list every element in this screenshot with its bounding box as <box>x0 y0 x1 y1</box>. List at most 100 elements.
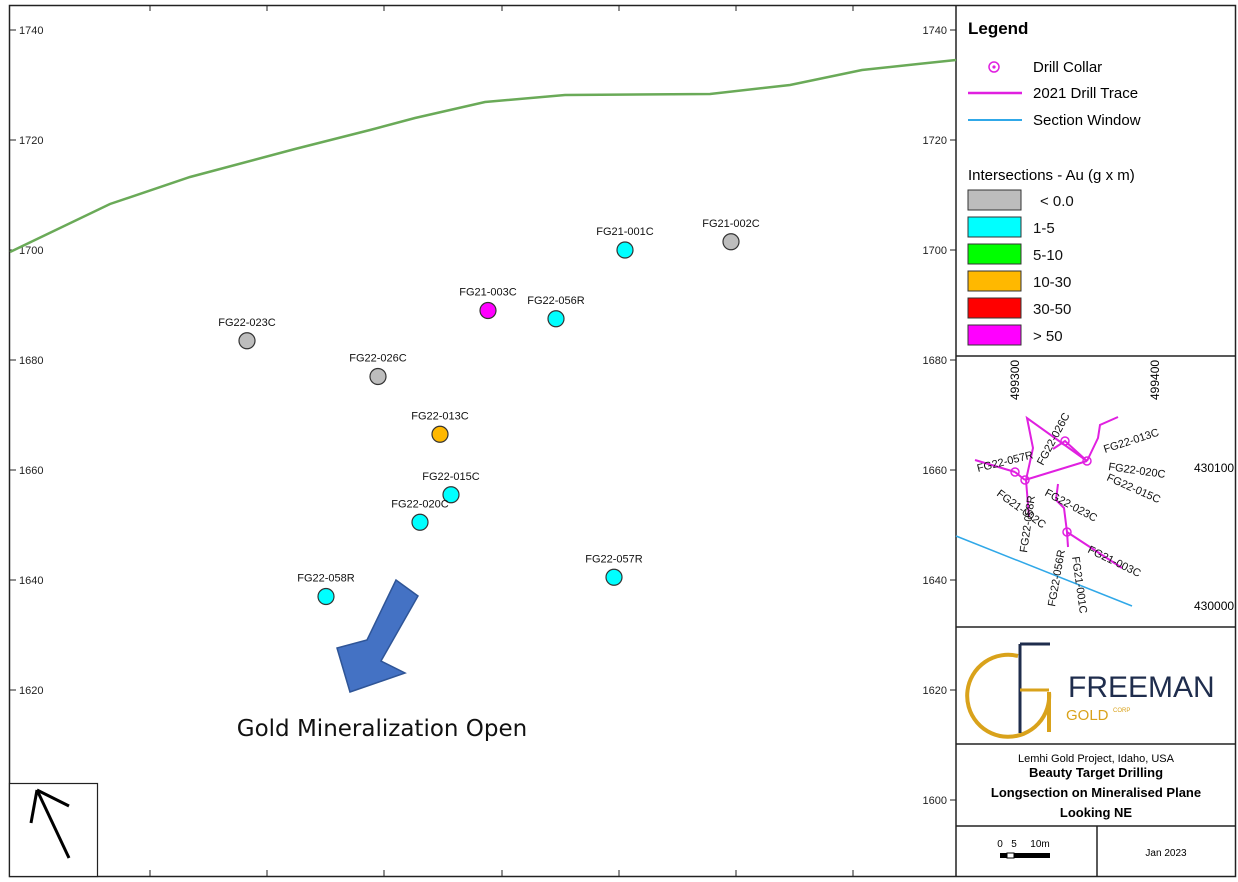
easting-label: 499400 <box>1148 360 1162 400</box>
scale-bar: 0 5 10m <box>997 826 1098 877</box>
collar-icon <box>988 61 1000 73</box>
elevation-label: 1640 <box>923 575 947 587</box>
class-label: < 0.0 <box>1040 193 1074 210</box>
inset-trace <box>1052 439 1088 462</box>
title-block: Lemhi Gold Project, Idaho, USA Beauty Ta… <box>956 753 1236 827</box>
legend-label-window: Section Window <box>1033 112 1141 129</box>
class-swatch <box>967 297 1022 319</box>
scale-label: 10m <box>1030 839 1049 850</box>
hole-label: FG21-003C <box>459 287 517 299</box>
intersection-marker <box>317 587 335 606</box>
elevation-label: 1600 <box>923 795 947 807</box>
topography-line <box>9 58 957 254</box>
date-label: Jan 2023 <box>1145 848 1187 859</box>
inset-hole-label: FG22-026C <box>1035 411 1073 467</box>
elevation-label: 1680 <box>19 355 43 367</box>
drill-hole: FG22-015C <box>422 471 480 504</box>
elevation-label: 1720 <box>923 135 947 147</box>
drill-hole: FG22-020C <box>391 498 449 531</box>
legend-item-drill-collar: Drill Collar <box>988 59 1102 76</box>
scale-segment <box>1006 852 1015 859</box>
legend-label-collar: Drill Collar <box>1033 59 1102 76</box>
drill-hole: FG22-058R <box>297 573 355 606</box>
elevation-label: 1620 <box>19 685 43 697</box>
elevation-label: 1700 <box>19 245 43 257</box>
hole-label: FG22-056R <box>527 295 585 307</box>
direction-arrow <box>336 578 419 693</box>
intersection-marker <box>479 301 497 320</box>
class-label: 10-30 <box>1033 274 1071 291</box>
logo-corp: CORP <box>1113 708 1130 714</box>
inset-trace <box>1086 416 1119 462</box>
northing-label: 430100 <box>1194 461 1234 475</box>
logo-gold: GOLD <box>1066 707 1109 724</box>
drill-hole: FG22-056R <box>527 295 585 328</box>
legend-class-item: > 50 <box>967 324 1063 346</box>
intersection-marker <box>722 233 740 251</box>
inset-trace <box>1054 483 1123 569</box>
class-swatch <box>967 189 1022 211</box>
legend-class-item: 5-10 <box>967 243 1063 265</box>
elevation-label: 1680 <box>923 355 947 367</box>
hole-label: FG21-002C <box>702 218 760 230</box>
legend-class-item: 1-5 <box>967 216 1055 238</box>
intersection-class-list: < 0.0 1-5 5-10 10-30 30-50 > 50 <box>967 189 1074 346</box>
intersection-marker <box>431 425 449 443</box>
hole-label: FG22-023C <box>218 317 276 329</box>
bottom-ticks <box>149 5 854 877</box>
inset-hole-label: FG22-056R <box>1046 549 1068 608</box>
elevation-axis-right: 1740 1720 1700 1680 1660 1640 1620 1600 <box>923 25 956 807</box>
legend-panel: Legend Drill Collar 2021 Drill Trace Sec… <box>956 19 1236 357</box>
legend-class-item: < 0.0 <box>967 189 1074 211</box>
scale-segment <box>1000 853 1007 858</box>
drill-hole: FG21-002C <box>702 218 760 251</box>
project-name: Lemhi Gold Project, Idaho, USA <box>1018 753 1175 765</box>
inset-hole-label: FG22-023C <box>1043 487 1099 525</box>
intersection-marker <box>547 310 565 328</box>
north-arrow-icon <box>29 788 71 859</box>
inset-collar <box>1062 527 1072 537</box>
elevation-label: 1620 <box>923 685 947 697</box>
inset-collar <box>1010 467 1020 477</box>
scale-label: 0 <box>997 839 1003 850</box>
drill-hole: FG21-003C <box>459 287 517 320</box>
hole-label: FG22-058R <box>297 573 355 585</box>
legend-class-item: 30-50 <box>967 297 1071 319</box>
title-line: Longsection on Mineralised Plane <box>991 785 1201 800</box>
intersection-marker <box>238 332 256 350</box>
inset-trace <box>974 459 1016 473</box>
class-label: 5-10 <box>1033 247 1063 264</box>
drill-intersections: FG21-001C FG21-002C FG21-003C FG22-056R FG22… <box>218 218 760 606</box>
elevation-label: 1720 <box>19 135 43 147</box>
class-swatch <box>967 216 1022 238</box>
scale-label: 5 <box>1011 839 1017 850</box>
intersections-title: Intersections - Au (g x m) <box>968 167 1135 184</box>
legend-label-trace: 2021 Drill Trace <box>1033 85 1138 102</box>
longsection-panel: 1740 1720 1700 1680 1660 1640 1620 1600 1740 172… <box>8 5 957 878</box>
hole-label: FG22-020C <box>391 498 449 510</box>
elevation-label: 1660 <box>923 465 947 477</box>
inset-drill-traces <box>974 415 1123 569</box>
inset-hole-label: FG22-013C <box>1102 427 1160 456</box>
elevation-label: 1740 <box>19 25 43 37</box>
intersection-marker <box>369 367 387 386</box>
northing-label: 430000 <box>1194 599 1234 613</box>
class-swatch <box>967 324 1022 346</box>
inset-trace <box>1024 460 1088 481</box>
legend-item-section-window: Section Window <box>968 112 1141 129</box>
logo-wordmark: FREEMAN <box>1068 671 1215 704</box>
inset-trace <box>1024 415 1088 518</box>
class-label: 30-50 <box>1033 301 1071 318</box>
hole-label: FG22-015C <box>422 471 480 483</box>
hole-label: FG22-013C <box>411 410 469 422</box>
scale-segment <box>1014 853 1050 858</box>
drill-hole: FG22-023C <box>218 317 276 350</box>
drill-hole: FG21-001C <box>596 226 654 259</box>
intersection-marker <box>616 241 634 259</box>
class-label: 1-5 <box>1033 220 1055 237</box>
elevation-label: 1640 <box>19 575 43 587</box>
inset-collar <box>1082 456 1092 466</box>
inset-section-window <box>955 535 1133 607</box>
class-label: > 50 <box>1033 328 1063 345</box>
